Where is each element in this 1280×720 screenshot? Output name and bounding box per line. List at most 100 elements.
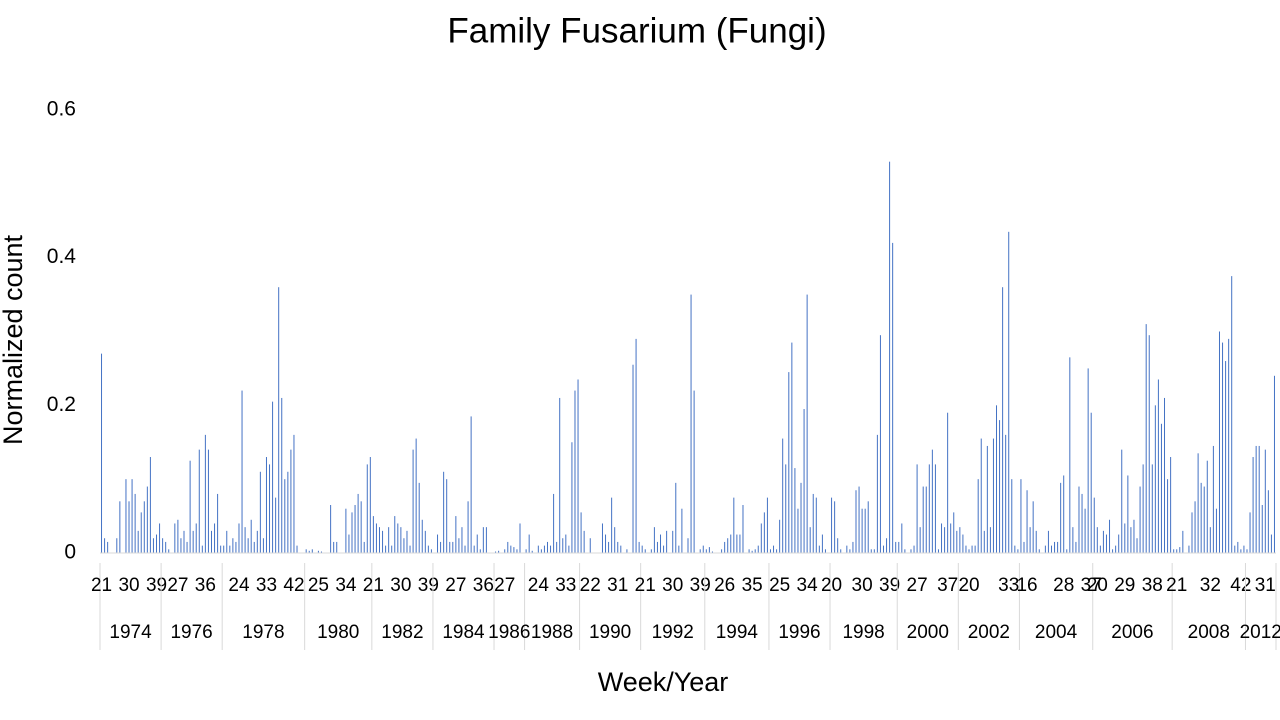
bar [1154, 405, 1156, 553]
x-tick-label: 30 [662, 575, 683, 596]
bar [886, 538, 888, 553]
bar [510, 545, 512, 553]
bar [846, 545, 848, 553]
bar [1136, 538, 1138, 553]
bar [699, 549, 701, 553]
bar [895, 541, 897, 553]
bar [284, 479, 286, 553]
bar [183, 530, 185, 553]
bar [1060, 482, 1062, 553]
x-tick-label: 32 [1200, 575, 1221, 596]
bar [1249, 512, 1251, 553]
bar [760, 523, 762, 553]
bar [1203, 486, 1205, 553]
bar [1093, 497, 1095, 553]
bar [693, 390, 695, 553]
bar [754, 549, 756, 553]
bar [317, 550, 319, 553]
bar [840, 549, 842, 553]
x-group-label: 2002 [968, 622, 1010, 643]
bar [901, 523, 903, 553]
bar [766, 497, 768, 553]
x-tick-label: 39 [879, 575, 900, 596]
bar [739, 534, 741, 553]
bar [928, 464, 930, 553]
x-tick-label: 27 [445, 575, 466, 596]
bar [397, 523, 399, 553]
bar [378, 527, 380, 553]
bar [571, 442, 573, 553]
bar [259, 471, 261, 553]
bar [1139, 486, 1141, 553]
bar [812, 493, 814, 553]
bar [412, 449, 414, 553]
bar [678, 545, 680, 553]
bar [232, 538, 234, 553]
x-tick-label: 25 [308, 575, 329, 596]
x-tick-label: 20 [1087, 575, 1108, 596]
bar [1206, 460, 1208, 553]
bar [953, 512, 955, 553]
bar [904, 549, 906, 553]
bar [605, 534, 607, 553]
bar [192, 530, 194, 553]
bar [980, 438, 982, 553]
bar [104, 538, 106, 553]
bar [256, 530, 258, 553]
bar [409, 545, 411, 553]
bar [1167, 479, 1169, 553]
bar [1087, 368, 1089, 553]
bar [873, 549, 875, 553]
bar [415, 438, 417, 553]
bar [803, 409, 805, 553]
bar [614, 527, 616, 553]
bar [730, 534, 732, 553]
bar [947, 412, 949, 553]
bar [974, 545, 976, 553]
bar [916, 464, 918, 553]
bar [1029, 527, 1031, 553]
bar [210, 530, 212, 553]
bar [287, 471, 289, 553]
bar [800, 482, 802, 553]
bar [241, 390, 243, 553]
bar [458, 538, 460, 553]
bar [403, 538, 405, 553]
bar [834, 501, 836, 553]
bar [226, 530, 228, 553]
x-group-label: 2006 [1111, 622, 1153, 643]
x-tick-label: 30 [852, 575, 873, 596]
bar [550, 545, 552, 553]
bar [971, 545, 973, 553]
bar [617, 541, 619, 553]
bar [837, 538, 839, 553]
bar [375, 523, 377, 553]
bar [281, 397, 283, 553]
bar [159, 523, 161, 553]
bar [733, 497, 735, 553]
bar [427, 545, 429, 553]
bar [934, 464, 936, 553]
bar [889, 161, 891, 553]
bar [140, 512, 142, 553]
bar [1020, 479, 1022, 553]
bar [763, 512, 765, 553]
bar [152, 538, 154, 553]
bar [1112, 549, 1114, 553]
bar [785, 464, 787, 553]
bar [1066, 549, 1068, 553]
bar [290, 449, 292, 553]
bar [498, 550, 500, 553]
bar [156, 534, 158, 553]
bar [1270, 534, 1272, 553]
bar [1017, 549, 1019, 553]
x-tick-label: 36 [473, 575, 494, 596]
bar [1096, 527, 1098, 553]
x-tick-label: 24 [528, 575, 550, 596]
bar [992, 438, 994, 553]
bar [1115, 545, 1117, 553]
bar [134, 493, 136, 553]
y-tick-label: 0.6 [47, 98, 76, 121]
x-tick-label: 16 [1016, 575, 1037, 596]
